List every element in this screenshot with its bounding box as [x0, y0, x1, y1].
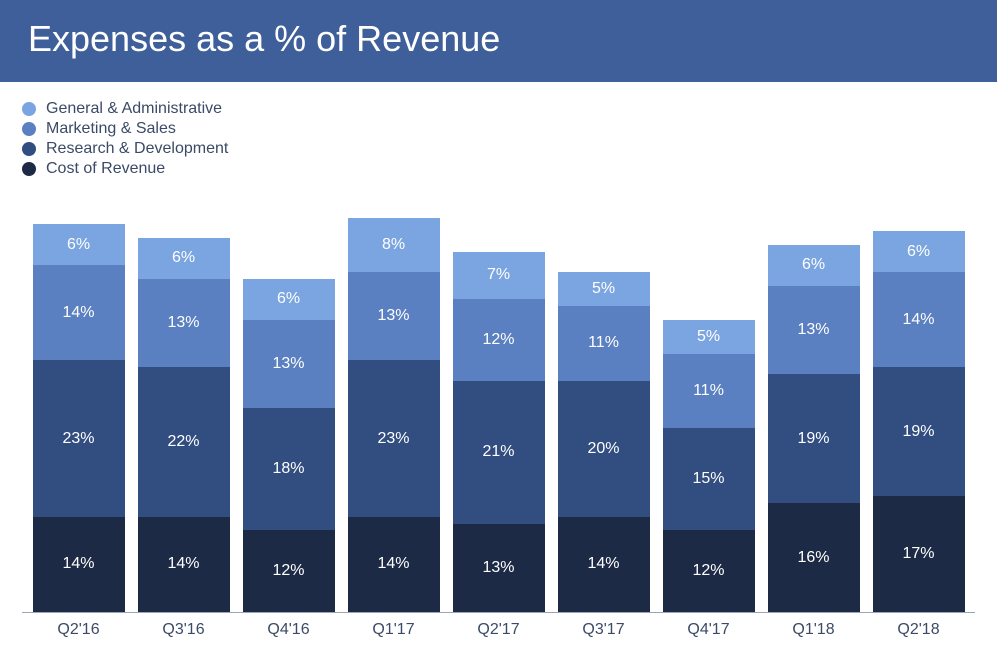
xaxis-label: Q2'18 [866, 621, 971, 639]
legend-item: General & Administrative [22, 100, 975, 118]
chart-segment: 5% [558, 272, 650, 306]
chart-column: 6%14%19%17% [866, 188, 971, 612]
chart-segment: 14% [348, 517, 440, 612]
chart-segment: 13% [768, 286, 860, 374]
chart: 6%14%23%14%6%13%22%14%6%13%18%12%8%13%23… [22, 188, 975, 639]
chart-segment: 11% [558, 306, 650, 381]
chart-column: 8%13%23%14% [341, 188, 446, 612]
title-bar: Expenses as a % of Revenue [0, 0, 997, 82]
chart-column: 5%11%15%12% [656, 188, 761, 612]
legend-swatch [22, 122, 36, 136]
chart-segment: 11% [663, 354, 755, 429]
chart-bar: 6%13%19%16% [768, 245, 860, 612]
chart-bar: 6%13%22%14% [138, 238, 230, 612]
chart-segment: 14% [558, 517, 650, 612]
chart-segment: 6% [768, 245, 860, 286]
chart-xaxis: Q2'16Q3'16Q4'16Q1'17Q2'17Q3'17Q4'17Q1'18… [22, 613, 975, 639]
chart-bar: 5%11%20%14% [558, 272, 650, 612]
chart-segment: 16% [768, 503, 860, 612]
chart-segment: 5% [663, 320, 755, 354]
chart-segment: 12% [453, 299, 545, 381]
chart-segment: 14% [873, 272, 965, 367]
legend-item: Marketing & Sales [22, 120, 975, 138]
chart-segment: 15% [663, 428, 755, 530]
legend-swatch [22, 162, 36, 176]
chart-column: 6%13%22%14% [131, 188, 236, 612]
chart-segment: 6% [243, 279, 335, 320]
chart-column: 6%14%23%14% [26, 188, 131, 612]
chart-segment: 14% [33, 517, 125, 612]
chart-segment: 18% [243, 408, 335, 530]
xaxis-label: Q1'18 [761, 621, 866, 639]
chart-plot: 6%14%23%14%6%13%22%14%6%13%18%12%8%13%23… [22, 188, 975, 613]
legend-swatch [22, 142, 36, 156]
chart-segment: 23% [33, 360, 125, 516]
legend-label: Research & Development [46, 140, 228, 158]
legend-item: Cost of Revenue [22, 160, 975, 178]
chart-column: 6%13%19%16% [761, 188, 866, 612]
xaxis-label: Q1'17 [341, 621, 446, 639]
chart-column: 7%12%21%13% [446, 188, 551, 612]
chart-segment: 7% [453, 252, 545, 300]
xaxis-label: Q3'16 [131, 621, 236, 639]
chart-segment: 13% [243, 320, 335, 408]
chart-segment: 14% [33, 265, 125, 360]
chart-segment: 12% [663, 530, 755, 612]
chart-segment: 6% [138, 238, 230, 279]
chart-segment: 12% [243, 530, 335, 612]
xaxis-label: Q3'17 [551, 621, 656, 639]
chart-segment: 13% [453, 524, 545, 612]
chart-column: 5%11%20%14% [551, 188, 656, 612]
chart-segment: 6% [33, 224, 125, 265]
chart-segment: 19% [768, 374, 860, 503]
chart-segment: 8% [348, 218, 440, 272]
chart-bar: 8%13%23%14% [348, 218, 440, 612]
legend-label: Marketing & Sales [46, 120, 176, 138]
chart-bar: 7%12%21%13% [453, 252, 545, 612]
chart-segment: 19% [873, 367, 965, 496]
legend: General & Administrative Marketing & Sale… [22, 98, 975, 180]
xaxis-label: Q4'16 [236, 621, 341, 639]
chart-column: 6%13%18%12% [236, 188, 341, 612]
chart-segment: 13% [138, 279, 230, 367]
xaxis-label: Q2'17 [446, 621, 551, 639]
chart-segment: 6% [873, 231, 965, 272]
chart-segment: 20% [558, 381, 650, 517]
slide-title: Expenses as a % of Revenue [28, 18, 969, 60]
legend-swatch [22, 102, 36, 116]
xaxis-label: Q4'17 [656, 621, 761, 639]
legend-item: Research & Development [22, 140, 975, 158]
content-area: General & Administrative Marketing & Sale… [0, 82, 997, 649]
chart-bar: 6%14%23%14% [33, 224, 125, 612]
slide: Expenses as a % of Revenue General & Adm… [0, 0, 997, 649]
chart-bar: 6%13%18%12% [243, 279, 335, 612]
chart-bar: 6%14%19%17% [873, 231, 965, 612]
chart-bar: 5%11%15%12% [663, 320, 755, 612]
chart-segment: 21% [453, 381, 545, 524]
chart-segment: 14% [138, 517, 230, 612]
chart-segment: 13% [348, 272, 440, 360]
chart-segment: 22% [138, 367, 230, 517]
chart-segment: 17% [873, 496, 965, 612]
xaxis-label: Q2'16 [26, 621, 131, 639]
chart-segment: 23% [348, 360, 440, 516]
legend-label: Cost of Revenue [46, 160, 165, 178]
legend-label: General & Administrative [46, 100, 222, 118]
